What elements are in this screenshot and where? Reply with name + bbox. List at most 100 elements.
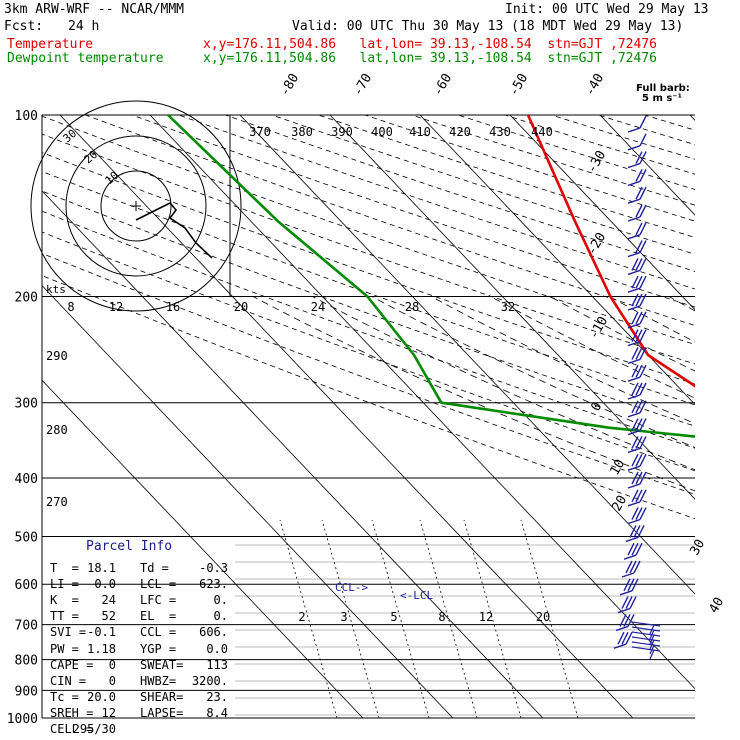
wind-barb <box>613 631 633 649</box>
parcel-info-cell: 0.0 <box>94 577 116 592</box>
theta-label: 370 <box>249 125 271 139</box>
hodograph-speed-label: 8 <box>67 300 74 314</box>
isotherm-label: 30 <box>687 537 708 558</box>
theta-label: 390 <box>331 125 353 139</box>
wind-barb <box>627 382 647 400</box>
wind-barbs <box>613 115 661 660</box>
isotherms <box>42 115 695 718</box>
parcel-info-cell: YGP = <box>140 641 177 656</box>
mixing-ratio-line <box>463 519 522 718</box>
temperature-legend-label: Temperature <box>7 37 94 52</box>
mixing-ratio-line <box>321 519 380 718</box>
isotherm <box>42 284 454 718</box>
hodograph-scale-lines <box>235 544 695 716</box>
wind-barb <box>627 489 647 507</box>
wind-barb <box>627 329 647 347</box>
wind-barb <box>627 507 647 525</box>
isotherm-label: -20 <box>584 230 609 258</box>
parcel-info-cell: CELL = <box>50 722 94 736</box>
theta-label: 400 <box>371 125 393 139</box>
parcel-info-cell: 0 <box>108 657 116 672</box>
parcel-info-title: Parcel Info <box>86 539 173 554</box>
valid-time: Valid: 00 UTC Thu 30 May 13 (18 MDT Wed … <box>292 19 684 34</box>
wind-barb <box>627 436 647 454</box>
wind-barb <box>627 204 647 222</box>
hodograph-speed-label: 24 <box>311 300 325 314</box>
mixing-ratio-line <box>279 519 338 718</box>
pressure-label-600: 600 <box>15 578 38 593</box>
theta-label: 440 <box>531 125 553 139</box>
model-name: 3km ARW-WRF -- NCAR/MMM <box>4 2 185 17</box>
hodograph-trace <box>135 202 213 259</box>
isotherm <box>509 115 695 311</box>
parcel-info-cell: 295/30 <box>72 722 116 736</box>
mixing-ratio-line <box>371 519 430 718</box>
hodograph-ring <box>65 135 207 277</box>
wind-barb <box>627 311 647 329</box>
isotherm <box>419 115 695 406</box>
dry-adiabat <box>597 115 695 146</box>
parcel-info-cell: 606. <box>199 625 228 640</box>
isotherm-label: -60 <box>430 71 455 99</box>
forecast-hours: 24 h <box>68 19 100 34</box>
parcel-info-cell: SHEAR= <box>140 689 184 704</box>
pressure-label-100: 100 <box>15 109 38 124</box>
dewpoint-legend-label: Dewpoint temperature <box>7 51 164 66</box>
isotherm-label: -80 <box>277 71 302 99</box>
isotherm-label: -40 <box>582 71 607 99</box>
parcel-info-cell: T = <box>50 561 79 575</box>
isotherm-label: 20 <box>609 493 630 514</box>
parcel-info-cell: LAPSE= <box>140 705 184 720</box>
isotherm-label: -50 <box>506 71 531 99</box>
pressure-label-1000: 1000 <box>7 712 38 727</box>
theta-label: 410 <box>409 125 431 139</box>
wind-barb <box>627 400 647 418</box>
dry-adiabat <box>42 231 695 472</box>
parcel-info-cell: CCL = <box>140 625 177 640</box>
hodograph-ring-label: 10 <box>103 169 122 187</box>
dry-adiabat <box>644 115 695 131</box>
surface-wind-barb <box>631 621 661 627</box>
parcel-info-cell: -0.1 <box>87 625 116 640</box>
wind-barb <box>627 347 647 365</box>
parcel-info-cell: 0.0 <box>206 641 228 656</box>
mixing-ratio-label: 5 <box>390 610 397 624</box>
theta-label-lower: 280 <box>46 423 68 437</box>
wind-barb <box>617 596 637 614</box>
moist-adiabats <box>252 296 695 492</box>
moist-adiabat <box>312 296 695 471</box>
hodograph-speed-label: 16 <box>166 300 180 314</box>
parcel-info-cell: 3200. <box>191 673 228 688</box>
pressure-label-700: 700 <box>15 619 38 634</box>
parcel-info-cell: 18.1 <box>87 561 116 575</box>
dry-adiabat <box>42 152 695 385</box>
sounding-profiles <box>166 115 695 438</box>
parcel-info-cell: 0. <box>213 593 228 608</box>
ccl-annotation: CCL-> <box>335 581 368 594</box>
parcel-info-cell: 20.0 <box>87 689 116 704</box>
lcl-annotation: <-LCL <box>400 589 433 602</box>
mixing-ratio-line <box>419 519 478 718</box>
wind-barb <box>627 169 647 187</box>
moist-adiabat <box>371 296 695 448</box>
dry-adiabat <box>42 210 695 449</box>
hodograph-center <box>131 201 141 211</box>
hodograph-speed-label: 28 <box>405 300 419 314</box>
surface-wind-barb <box>631 646 661 652</box>
dry-adiabat <box>364 115 695 222</box>
parcel-info-cell: CAPE = <box>50 657 94 672</box>
wind-barb <box>627 293 647 311</box>
isotherm-label: 40 <box>706 595 727 616</box>
mixing-ratio-label: 3 <box>340 610 347 624</box>
wind-barb <box>627 222 647 240</box>
isotherm-label: 10 <box>607 457 628 478</box>
wind-barb <box>627 364 647 382</box>
isotherm-label: -10 <box>586 314 611 342</box>
surface-wind-barb <box>631 636 661 642</box>
theta-label: 380 <box>291 125 313 139</box>
parcel-info-cell: LI = <box>50 577 79 592</box>
mixing-ratio-label: 2 <box>298 610 305 624</box>
parcel-info-cell: LFC = <box>140 593 177 608</box>
dry-adiabat <box>42 190 695 427</box>
